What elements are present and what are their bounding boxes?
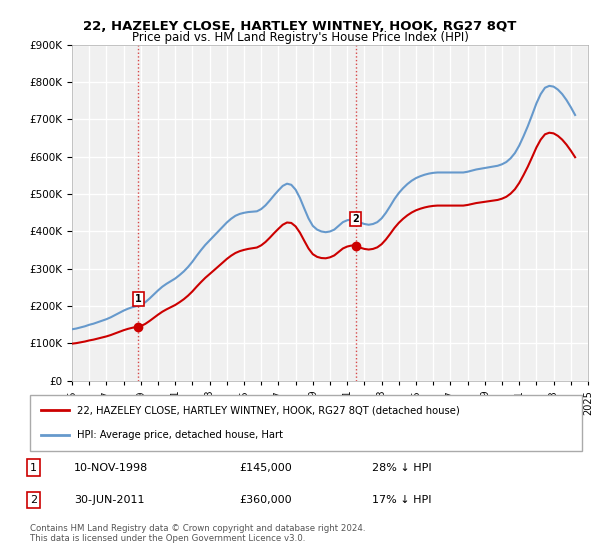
Text: Contains HM Land Registry data © Crown copyright and database right 2024.
This d: Contains HM Land Registry data © Crown c…: [30, 524, 365, 543]
Text: £145,000: £145,000: [240, 463, 293, 473]
Text: 10-NOV-1998: 10-NOV-1998: [74, 463, 148, 473]
Text: 2: 2: [30, 495, 37, 505]
FancyBboxPatch shape: [30, 395, 582, 451]
Text: 22, HAZELEY CLOSE, HARTLEY WINTNEY, HOOK, RG27 8QT: 22, HAZELEY CLOSE, HARTLEY WINTNEY, HOOK…: [83, 20, 517, 32]
Text: 22, HAZELEY CLOSE, HARTLEY WINTNEY, HOOK, RG27 8QT (detached house): 22, HAZELEY CLOSE, HARTLEY WINTNEY, HOOK…: [77, 405, 460, 416]
Text: 2: 2: [352, 214, 359, 224]
Text: HPI: Average price, detached house, Hart: HPI: Average price, detached house, Hart: [77, 430, 283, 440]
Text: 1: 1: [30, 463, 37, 473]
Text: 1: 1: [135, 294, 142, 304]
Text: 28% ↓ HPI: 28% ↓ HPI: [372, 463, 432, 473]
Text: £360,000: £360,000: [240, 495, 292, 505]
Text: 17% ↓ HPI: 17% ↓ HPI: [372, 495, 432, 505]
Text: 30-JUN-2011: 30-JUN-2011: [74, 495, 145, 505]
Text: Price paid vs. HM Land Registry's House Price Index (HPI): Price paid vs. HM Land Registry's House …: [131, 31, 469, 44]
